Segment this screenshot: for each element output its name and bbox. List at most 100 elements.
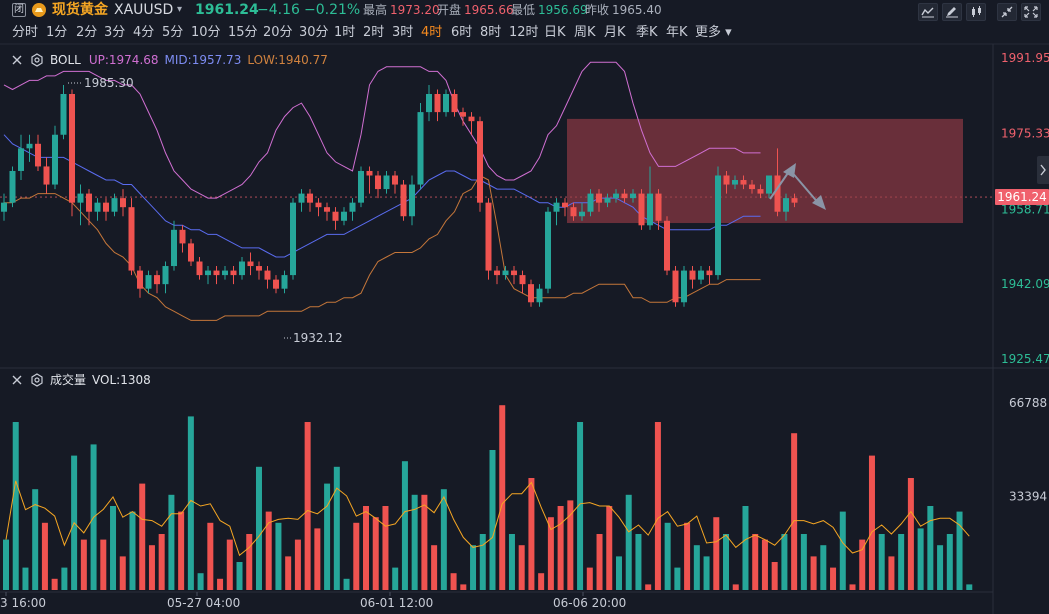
timeframe-4[interactable]: 4分 xyxy=(133,25,155,40)
indicator-settings-icon[interactable] xyxy=(30,53,44,67)
volume-bar-44 xyxy=(431,545,438,590)
volume-bar-95 xyxy=(927,506,934,590)
volume-bar-70 xyxy=(684,522,691,590)
timeframe-15[interactable]: 8时 xyxy=(480,25,502,40)
timeframe-21[interactable]: 年K xyxy=(666,25,688,40)
volume-bar-54 xyxy=(528,478,535,590)
price-tick-1: 1975.33 xyxy=(1001,126,1049,140)
draw-pen-icon[interactable] xyxy=(942,3,962,21)
volume-bar-69 xyxy=(674,567,681,590)
volume-bar-9 xyxy=(90,444,97,590)
timeframe-0[interactable]: 分时 xyxy=(12,25,39,40)
volume-settings-icon[interactable] xyxy=(30,373,44,387)
volume-bar-73 xyxy=(713,517,720,590)
candle-body-32 xyxy=(273,279,279,289)
candle-style-icon[interactable] xyxy=(966,3,986,21)
candle-body-61 xyxy=(519,275,526,285)
timeframe-bar: 分时 1分 2分 3分 4分 5分 10分 15分 20分 30分 1时 2时 3时 4时 6时 8时 12时日… xyxy=(0,22,1049,44)
volume-bar-58 xyxy=(567,500,574,590)
timeframe-14[interactable]: 6时 xyxy=(451,25,473,40)
candle-body-22 xyxy=(188,243,194,262)
volume-bar-25 xyxy=(246,534,253,590)
projection-arrow-down-head xyxy=(812,195,826,210)
timeframe-13[interactable]: 4时 xyxy=(421,25,443,40)
candle-body-4 xyxy=(35,143,41,167)
volume-bar-45 xyxy=(440,489,447,590)
collapse-icon[interactable] xyxy=(997,3,1017,21)
candle-body-2 xyxy=(18,148,24,171)
indicator-tool-icon[interactable] xyxy=(918,3,938,21)
volume-bar-48 xyxy=(470,545,477,590)
candle-body-56 xyxy=(477,121,483,203)
timeframe-8[interactable]: 20分 xyxy=(263,25,293,40)
candle-body-68 xyxy=(579,211,585,217)
close-volume-icon[interactable] xyxy=(10,373,24,387)
volume-bar-47 xyxy=(460,584,467,590)
volume-bar-42 xyxy=(411,494,418,590)
timeframe-3[interactable]: 3分 xyxy=(104,25,126,40)
candle-body-43 xyxy=(366,170,373,176)
price-tick-4: 1925.47 xyxy=(1001,352,1049,366)
candle-body-44 xyxy=(375,175,381,190)
volume-tick-0: 66788 xyxy=(1009,396,1047,410)
volume-bar-74 xyxy=(723,534,730,590)
volume-tick-1: 33394 xyxy=(1009,490,1047,504)
symbol-dropdown-icon[interactable]: ▾ xyxy=(177,4,183,15)
candle-body-47 xyxy=(400,184,407,217)
candle-body-37 xyxy=(315,202,322,208)
close-indicator-icon[interactable] xyxy=(10,53,24,67)
timeframe-16[interactable]: 12时 xyxy=(509,25,539,40)
volume-bar-22 xyxy=(217,578,224,590)
volume-bar-14 xyxy=(139,483,146,590)
timeframe-1[interactable]: 1分 xyxy=(46,25,68,40)
timeframe-6[interactable]: 10分 xyxy=(191,25,221,40)
timeframe-2[interactable]: 2分 xyxy=(76,25,98,40)
candle-body-29 xyxy=(247,261,254,267)
time-tick-0: 3 16:00 xyxy=(0,596,46,610)
volume-bar-21 xyxy=(207,522,214,590)
volume-bar-28 xyxy=(275,522,282,590)
candle-body-12 xyxy=(103,202,109,212)
timeframe-19[interactable]: 月K xyxy=(604,25,626,40)
volume-bar-57 xyxy=(557,506,564,590)
low-value: 1956.69 xyxy=(538,3,588,17)
low-label: 最低 xyxy=(511,3,536,17)
timeframe-9[interactable]: 30分 xyxy=(299,25,329,40)
timeframe-20[interactable]: 季K xyxy=(636,25,658,40)
last-price: 1961.24 xyxy=(195,2,259,18)
window-toggle-icon[interactable]: 闭 xyxy=(12,3,26,17)
symbol-header: 闭 现货黄金 XAUUSD ▾ 1961.24 −4.16 −0.21% 最高 … xyxy=(0,0,1049,21)
timeframe-11[interactable]: 2时 xyxy=(363,25,385,40)
candle-body-64 xyxy=(545,211,551,289)
candle-body-24 xyxy=(205,270,211,276)
side-panel-toggle-icon[interactable] xyxy=(1037,156,1049,184)
price-change: −4.16 xyxy=(257,2,300,18)
candle-body-77 xyxy=(655,193,662,221)
symbol-name[interactable]: 现货黄金 xyxy=(52,2,108,18)
timeframe-17[interactable]: 日K xyxy=(544,25,566,40)
timeframe-12[interactable]: 3时 xyxy=(392,25,414,40)
timeframe-10[interactable]: 1时 xyxy=(334,25,356,40)
timeframe-22[interactable]: 更多 ▾ xyxy=(695,25,732,40)
candle-body-62 xyxy=(528,284,534,303)
timeframe-18[interactable]: 周K xyxy=(574,25,596,40)
volume-bar-20 xyxy=(197,573,204,590)
volume-bar-17 xyxy=(168,494,175,590)
time-tick-1: 05-27 04:00 xyxy=(167,596,240,610)
symbol-code[interactable]: XAUUSD xyxy=(114,2,174,18)
volume-legend: 成交量 VOL:1308 xyxy=(10,371,151,389)
boll-mid-line xyxy=(3,134,761,258)
volume-title: 成交量 xyxy=(50,373,87,387)
volume-bar-89 xyxy=(868,455,875,590)
timeframe-7[interactable]: 15分 xyxy=(228,25,258,40)
fullscreen-icon[interactable] xyxy=(1021,3,1041,21)
volume-bar-91 xyxy=(888,556,895,590)
candle-body-50 xyxy=(426,93,432,113)
open-value: 1965.66 xyxy=(464,3,514,17)
candle-body-72 xyxy=(613,193,619,199)
open-label: 开盘 xyxy=(437,3,462,17)
timeframe-5[interactable]: 5分 xyxy=(162,25,184,40)
candle-body-82 xyxy=(698,270,704,280)
volume-value: VOL:1308 xyxy=(92,373,151,387)
candle-body-76 xyxy=(647,193,653,226)
